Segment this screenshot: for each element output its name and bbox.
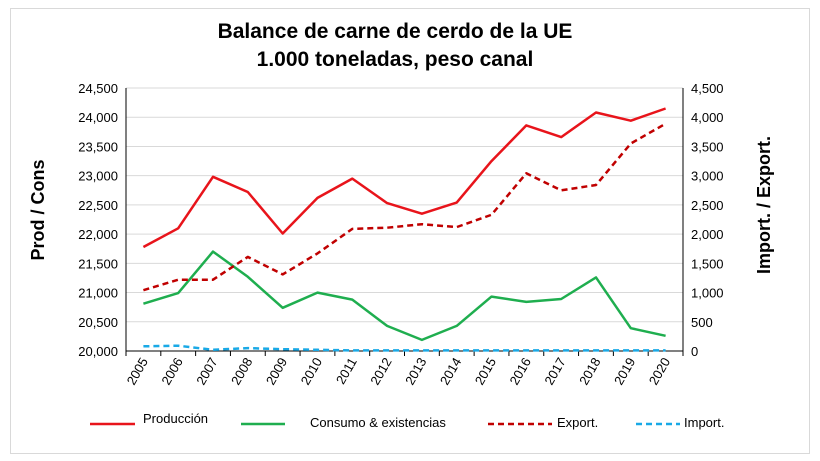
series-line-consumo-existencias	[143, 250, 666, 342]
axes	[125, 88, 684, 356]
y-tick-label-right: 0	[691, 344, 698, 359]
series-line-import	[143, 344, 666, 352]
x-tick-label: 2009	[263, 355, 290, 388]
y-tick-label-left: 21,500	[78, 256, 118, 271]
x-tick-label: 2015	[472, 355, 499, 388]
y-tick-label-left: 20,000	[78, 344, 118, 359]
x-tick-label: 2012	[367, 355, 394, 388]
y-tick-label-left: 24,500	[78, 81, 118, 96]
y-tick-label-left: 23,500	[78, 139, 118, 154]
y-tick-label-right: 3,000	[691, 169, 724, 184]
x-tick-label: 2011	[333, 355, 360, 387]
y-tick-label-left: 24,000	[78, 110, 118, 125]
y-axis-left-title: Prod / Cons	[28, 159, 48, 260]
y-tick-label-right: 1,000	[691, 286, 724, 301]
x-tick-label: 2007	[193, 355, 220, 388]
x-tick-label: 2017	[541, 355, 568, 388]
y-tick-label-right: 3,500	[691, 139, 724, 154]
legend-label: Export.	[557, 415, 598, 430]
x-tick-label: 2018	[576, 355, 603, 388]
y-tick-label-left: 22,500	[78, 198, 118, 213]
legend-label: Import.	[684, 415, 724, 430]
y-tick-label-left: 20,500	[78, 315, 118, 330]
chart-title-line-2: 1.000 toneladas, peso canal	[257, 48, 534, 71]
x-tick-label: 2005	[124, 355, 151, 388]
legend-label: Producción	[143, 411, 208, 426]
y-tick-label-left: 21,000	[78, 286, 118, 301]
x-tick-label: 2020	[646, 355, 673, 388]
legend: Producción Consumo & existencias Export. Im…	[90, 411, 724, 430]
y-tick-label-left: 22,000	[78, 227, 118, 242]
chart-title-line-1: Balance de carne de cerdo de la UE	[218, 20, 573, 43]
y-axis-right-title: Import. / Export.	[754, 136, 774, 274]
x-tick-label: 2006	[158, 355, 185, 388]
series-lines	[142, 107, 667, 352]
x-tick-label: 2014	[437, 355, 464, 388]
y-tick-label-right: 2,500	[691, 198, 724, 213]
x-tick-label: 2010	[298, 355, 325, 388]
x-tick-label: 2016	[506, 355, 533, 388]
y-tick-label-right: 1,500	[691, 256, 724, 271]
y-tick-label-left: 23,000	[78, 169, 118, 184]
x-tick-label: 2008	[228, 355, 255, 388]
series-line-export	[143, 122, 667, 292]
x-tick-label: 2013	[402, 355, 429, 388]
chart-frame	[10, 8, 810, 454]
y-tick-label-right: 4,500	[691, 81, 724, 96]
gridlines	[126, 87, 683, 323]
series-line-producci-n	[142, 107, 667, 249]
y-tick-label-right: 4,000	[691, 110, 724, 125]
y-tick-label-right: 2,000	[691, 227, 724, 242]
x-tick-label: 2019	[611, 355, 638, 388]
legend-label: Consumo & existencias	[310, 415, 446, 430]
y-tick-label-right: 500	[691, 315, 713, 330]
